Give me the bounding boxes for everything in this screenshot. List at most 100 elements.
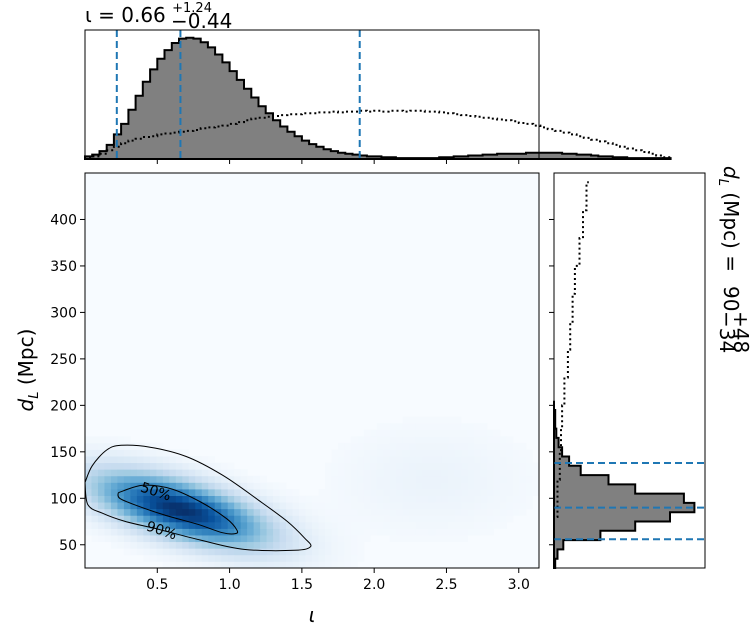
- heatmap-cell: [441, 449, 449, 457]
- y-tick-label: 50: [59, 538, 77, 554]
- heatmap-cell: [467, 515, 475, 523]
- heatmap-cell: [221, 554, 229, 562]
- heatmap-cell: [376, 469, 384, 477]
- heatmap-cell: [253, 475, 261, 483]
- heatmap-cell: [130, 508, 138, 516]
- heatmap-cell: [324, 469, 332, 477]
- heatmap-cell: [182, 475, 190, 483]
- heatmap-cell: [370, 489, 378, 496]
- heatmap-cell: [136, 462, 144, 470]
- heatmap-cell: [143, 521, 151, 529]
- heatmap-cell: [182, 515, 190, 523]
- heatmap-cell: [422, 521, 430, 529]
- heatmap-cell: [383, 442, 391, 450]
- heatmap-cell: [156, 489, 164, 496]
- heatmap-cell: [500, 475, 507, 483]
- heatmap-cell: [305, 548, 313, 556]
- heatmap-cell: [227, 495, 235, 503]
- heatmap-cell: [487, 482, 494, 490]
- heatmap-cell: [474, 423, 482, 431]
- heatmap-cell: [136, 495, 144, 503]
- heatmap-cell: [467, 423, 475, 431]
- heatmap-cell: [91, 449, 99, 457]
- heatmap-cell: [318, 508, 326, 516]
- heatmap-cell: [376, 429, 384, 437]
- heatmap-cell: [162, 449, 170, 457]
- heatmap-cell: [91, 436, 99, 444]
- heatmap-cell: [532, 462, 540, 470]
- heatmap-cell: [299, 528, 306, 536]
- heatmap-cell: [208, 561, 216, 569]
- heatmap-cell: [273, 535, 280, 543]
- heatmap-cell: [110, 495, 118, 503]
- heatmap-cell: [169, 462, 177, 470]
- heatmap-cell: [182, 541, 190, 549]
- heatmap-cell: [331, 541, 339, 549]
- heatmap-cell: [312, 508, 319, 516]
- heatmap-cell: [247, 541, 255, 549]
- heatmap-cell: [312, 561, 319, 569]
- heatmap-cell: [130, 541, 138, 549]
- heatmap-cell: [363, 502, 371, 510]
- heatmap-cell: [506, 502, 514, 510]
- heatmap-cell: [85, 521, 92, 529]
- heatmap-cell: [182, 502, 190, 510]
- heatmap-cell: [195, 502, 203, 510]
- heatmap-cell: [130, 462, 138, 470]
- heatmap-cell: [344, 548, 352, 556]
- heatmap-cell: [363, 489, 371, 496]
- heatmap-cell: [110, 456, 118, 464]
- heatmap-cell: [422, 469, 430, 477]
- heatmap-cell: [195, 462, 203, 470]
- heatmap-cell: [130, 495, 138, 503]
- heatmap-cell: [396, 535, 404, 543]
- heatmap-cell: [357, 442, 365, 450]
- heatmap-cell: [143, 508, 151, 516]
- heatmap-cell: [253, 528, 261, 536]
- heatmap-cell: [123, 462, 131, 470]
- heatmap-cell: [260, 502, 267, 510]
- heatmap-cell: [104, 456, 112, 464]
- heatmap-cell: [240, 561, 248, 569]
- heatmap-cell: [227, 548, 235, 556]
- heatmap-cell: [182, 508, 190, 516]
- heatmap-cell: [422, 528, 430, 536]
- heatmap-cell: [474, 495, 482, 503]
- heatmap-cell: [363, 535, 371, 543]
- heatmap-cell: [487, 462, 494, 470]
- heatmap-cell: [409, 535, 417, 543]
- heatmap-cell: [402, 502, 410, 510]
- heatmap-cell: [260, 495, 267, 503]
- heatmap-cell: [136, 449, 144, 457]
- heatmap-cell: [363, 475, 371, 483]
- heatmap-cell: [506, 456, 514, 464]
- heatmap-cell: [169, 554, 177, 562]
- heatmap-cell: [389, 462, 397, 470]
- heatmap-cell: [474, 456, 482, 464]
- heatmap-cell: [149, 475, 157, 483]
- heatmap-cell: [441, 515, 449, 523]
- heatmap-cell: [448, 456, 456, 464]
- heatmap-cell: [279, 508, 287, 516]
- heatmap-cell: [182, 535, 190, 543]
- heatmap-cell: [487, 521, 494, 529]
- heatmap-cell: [383, 528, 391, 536]
- heatmap-cell: [474, 482, 482, 490]
- heatmap-cell: [435, 436, 443, 444]
- heatmap-cell: [461, 423, 469, 431]
- heatmap-cell: [350, 482, 358, 490]
- heatmap-cell: [396, 456, 404, 464]
- heatmap-cell: [299, 515, 306, 523]
- heatmap-cell: [156, 502, 164, 510]
- heatmap-cell: [474, 429, 482, 437]
- heatmap-cell: [396, 515, 404, 523]
- heatmap-cell: [91, 482, 99, 490]
- heatmap-cell: [422, 482, 430, 490]
- heatmap-cell: [480, 482, 488, 490]
- heatmap-cell: [299, 508, 306, 516]
- heatmap-cell: [221, 548, 229, 556]
- heatmap-cell: [331, 561, 339, 569]
- heatmap-cell: [480, 423, 488, 431]
- heatmap-cell: [493, 456, 501, 464]
- heatmap-cell: [337, 548, 345, 556]
